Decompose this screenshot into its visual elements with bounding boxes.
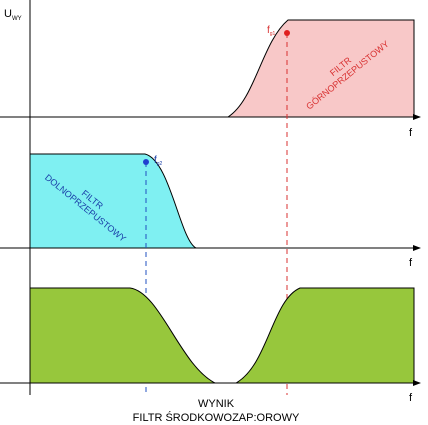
result-title: WYNIK [198, 398, 235, 410]
x-axis-2-label: f [409, 257, 413, 269]
x-axis-1-label: f [409, 127, 413, 139]
lowpass-panel: f fg2 FILTR DOLNOPRZEPUSTOWY [0, 153, 421, 395]
highpass-panel: f fg1 FILTR GÓRNOPRZEPUSTOWY [0, 19, 421, 395]
fg2-label: fg2 [154, 155, 163, 167]
fg2-marker [143, 159, 149, 165]
highpass-area [226, 19, 415, 118]
fg1-marker [284, 30, 290, 36]
result-panel: f WYNIK FILTR ŚRODKOWOZAP:OROWY [0, 287, 421, 424]
y-axis-label: UWY [4, 8, 22, 22]
fg1-label: fg1 [267, 25, 276, 37]
result-area [29, 287, 415, 384]
x-axis-3-label: f [409, 392, 413, 404]
result-subtitle: FILTR ŚRODKOWOZAP:OROWY [133, 411, 300, 424]
